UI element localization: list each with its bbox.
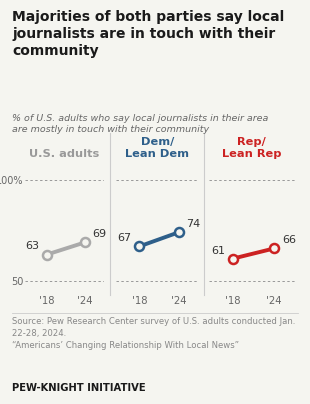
Text: 67: 67: [117, 234, 131, 243]
Text: 63: 63: [25, 242, 39, 251]
Title: U.S. adults: U.S. adults: [29, 149, 100, 159]
Text: Source: Pew Research Center survey of U.S. adults conducted Jan.
22-28, 2024.
“A: Source: Pew Research Center survey of U.…: [12, 317, 296, 350]
Title: Dem/
Lean Dem: Dem/ Lean Dem: [125, 137, 189, 159]
Text: 66: 66: [282, 236, 296, 245]
Text: PEW-KNIGHT INITIATIVE: PEW-KNIGHT INITIATIVE: [12, 383, 146, 393]
Title: Rep/
Lean Rep: Rep/ Lean Rep: [222, 137, 281, 159]
Text: % of U.S. adults who say local journalists in their area
are mostly in touch wit: % of U.S. adults who say local journalis…: [12, 114, 269, 134]
Text: 69: 69: [92, 229, 107, 239]
Text: 74: 74: [187, 219, 201, 229]
Text: Majorities of both parties say local
journalists are in touch with their
communi: Majorities of both parties say local jou…: [12, 10, 285, 58]
Text: 61: 61: [211, 246, 225, 256]
